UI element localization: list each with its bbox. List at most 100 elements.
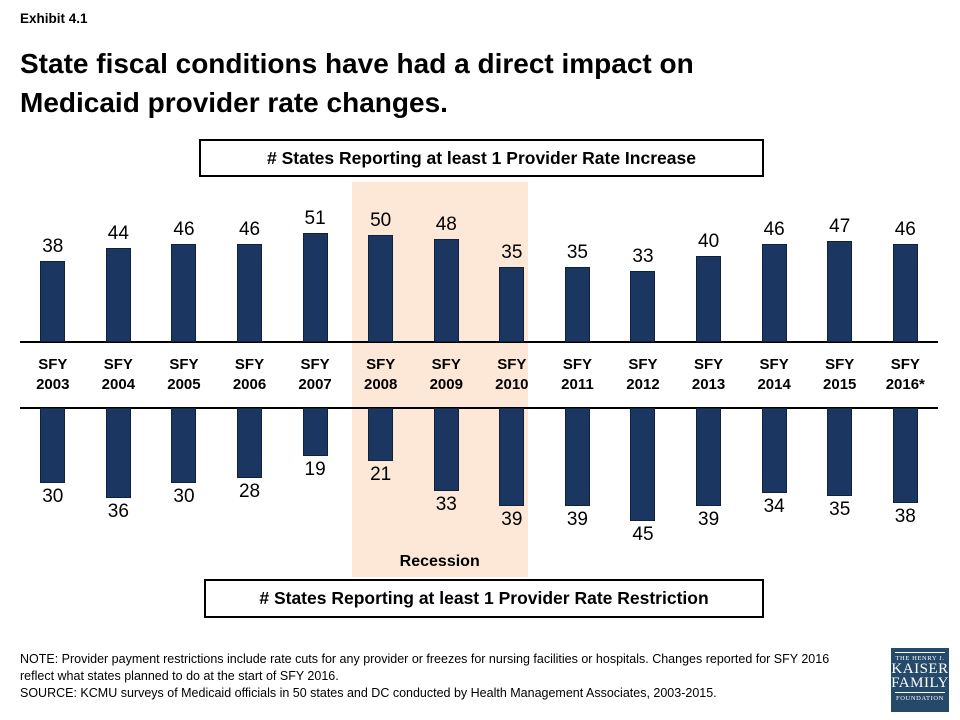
- year-label-value: 2004: [101, 376, 136, 393]
- logo-foundation-text: FOUNDATION: [896, 695, 944, 702]
- year-label: SFY 2011: [545, 342, 611, 408]
- bar-increase: [499, 267, 525, 342]
- bar-restriction: [105, 408, 131, 498]
- bar-increase: [630, 271, 656, 342]
- restriction-cell: 35: [807, 408, 873, 575]
- value-label-restriction: 45: [632, 524, 654, 545]
- value-label-restriction: 39: [698, 509, 720, 530]
- increase-cell: 46: [217, 185, 283, 342]
- chart-column: 48 SFY 2009 33: [413, 185, 479, 575]
- logo-family-text: FAMILY: [891, 674, 949, 691]
- year-label-prefix: SFY: [431, 356, 461, 373]
- logo-kaiser-text: KAISER: [891, 661, 949, 677]
- value-label-restriction: 30: [173, 486, 195, 507]
- increase-cell: 46: [741, 185, 807, 342]
- value-label-restriction: 39: [566, 509, 588, 530]
- value-label-increase: 51: [304, 208, 326, 229]
- bar-increase: [696, 256, 722, 342]
- increase-cell: 40: [676, 185, 742, 342]
- year-label: SFY 2009: [413, 342, 479, 408]
- restriction-cell: 39: [545, 408, 611, 575]
- value-label-restriction: 30: [42, 486, 64, 507]
- value-label-increase: 40: [698, 231, 720, 252]
- restriction-cell: 36: [86, 408, 152, 575]
- logo-divider-top: [895, 652, 945, 653]
- value-label-restriction: 34: [763, 496, 785, 517]
- bar-increase: [433, 239, 459, 342]
- bar-increase: [368, 235, 394, 342]
- value-label-restriction: 19: [304, 459, 326, 480]
- value-label-increase: 44: [107, 223, 129, 244]
- year-label-value: 2003: [36, 376, 70, 393]
- bar-increase: [40, 261, 66, 342]
- year-label-prefix: SFY: [497, 356, 527, 373]
- year-label: SFY 2010: [479, 342, 545, 408]
- chart-column: 50 SFY 2008 21: [348, 185, 414, 575]
- increase-cell: 50: [348, 185, 414, 342]
- bar-restriction: [302, 408, 328, 456]
- chart-column: 46 SFY 2005 30: [151, 185, 217, 575]
- bar-restriction: [630, 408, 656, 521]
- year-label-value: 2014: [757, 376, 791, 393]
- axis-line-top: [20, 341, 938, 343]
- year-label: SFY 2007: [282, 342, 348, 408]
- chart-column: 35 SFY 2010 39: [479, 185, 545, 575]
- value-label-restriction: 39: [501, 509, 523, 530]
- value-label-restriction: 21: [370, 464, 392, 485]
- value-label-increase: 46: [238, 219, 261, 240]
- bar-restriction: [433, 408, 459, 491]
- year-label-prefix: SFY: [562, 356, 592, 373]
- value-label-increase: 35: [501, 242, 523, 263]
- value-label-increase: 33: [632, 246, 654, 267]
- year-label-prefix: SFY: [169, 356, 199, 373]
- year-label-prefix: SFY: [628, 356, 658, 373]
- year-label-value: 2015: [823, 376, 857, 393]
- chart-column: 46 SFY 2016* 38: [873, 185, 939, 575]
- restriction-cell: 19: [282, 408, 348, 575]
- chart-column: 40 SFY 2013 39: [676, 185, 742, 575]
- year-label-value: 2012: [626, 376, 660, 393]
- increase-cell: 51: [282, 185, 348, 342]
- chart-column: 35 SFY 2011 39: [545, 185, 611, 575]
- year-label-prefix: SFY: [38, 356, 68, 373]
- restriction-cell: 34: [741, 408, 807, 575]
- year-label-prefix: SFY: [825, 356, 855, 373]
- value-label-restriction: 36: [107, 501, 129, 522]
- page-title: State fiscal conditions have had a direc…: [20, 44, 694, 122]
- bar-restriction: [564, 408, 590, 506]
- note-block: NOTE: Provider payment restrictions incl…: [20, 651, 866, 702]
- restriction-cell: 30: [20, 408, 86, 575]
- chart-column: 46 SFY 2014 34: [741, 185, 807, 575]
- year-label-prefix: SFY: [103, 356, 133, 373]
- bar-restriction: [499, 408, 525, 506]
- page-title-line2: Medicaid provider rate changes.: [20, 87, 448, 118]
- bar-restriction: [696, 408, 722, 506]
- restriction-cell: 45: [610, 408, 676, 575]
- value-label-increase: 35: [566, 242, 588, 263]
- year-label: SFY 2004: [86, 342, 152, 408]
- kff-logo: THE HENRY J. KAISER FAMILY FOUNDATION: [891, 648, 949, 712]
- year-label-prefix: SFY: [366, 356, 396, 373]
- bar-restriction: [761, 408, 787, 493]
- value-label-restriction: 38: [894, 506, 916, 527]
- value-label-increase: 38: [42, 236, 64, 257]
- restriction-cell: 28: [217, 408, 283, 575]
- chart-column: 51 SFY 2007 19: [282, 185, 348, 575]
- logo-divider-bottom: [895, 692, 945, 693]
- year-label-value: 2005: [167, 376, 201, 393]
- chart-column: 44 SFY 2004 36: [86, 185, 152, 575]
- year-label-value: 2007: [298, 376, 332, 393]
- bar-increase: [827, 241, 853, 342]
- value-label-restriction: 33: [435, 494, 457, 515]
- year-label-value: 2009: [429, 376, 463, 393]
- increase-cell: 35: [479, 185, 545, 342]
- year-label-value: 2006: [232, 376, 267, 393]
- chart-column: 47 SFY 2015 35: [807, 185, 873, 575]
- logo-henry-j-text: THE HENRY J.: [895, 655, 945, 662]
- bar-increase: [892, 244, 918, 342]
- year-label: SFY 2015: [807, 342, 873, 408]
- bar-increase: [171, 244, 197, 342]
- value-label-restriction: 35: [829, 499, 851, 520]
- year-label-prefix: SFY: [759, 356, 789, 373]
- bar-increase: [302, 233, 328, 342]
